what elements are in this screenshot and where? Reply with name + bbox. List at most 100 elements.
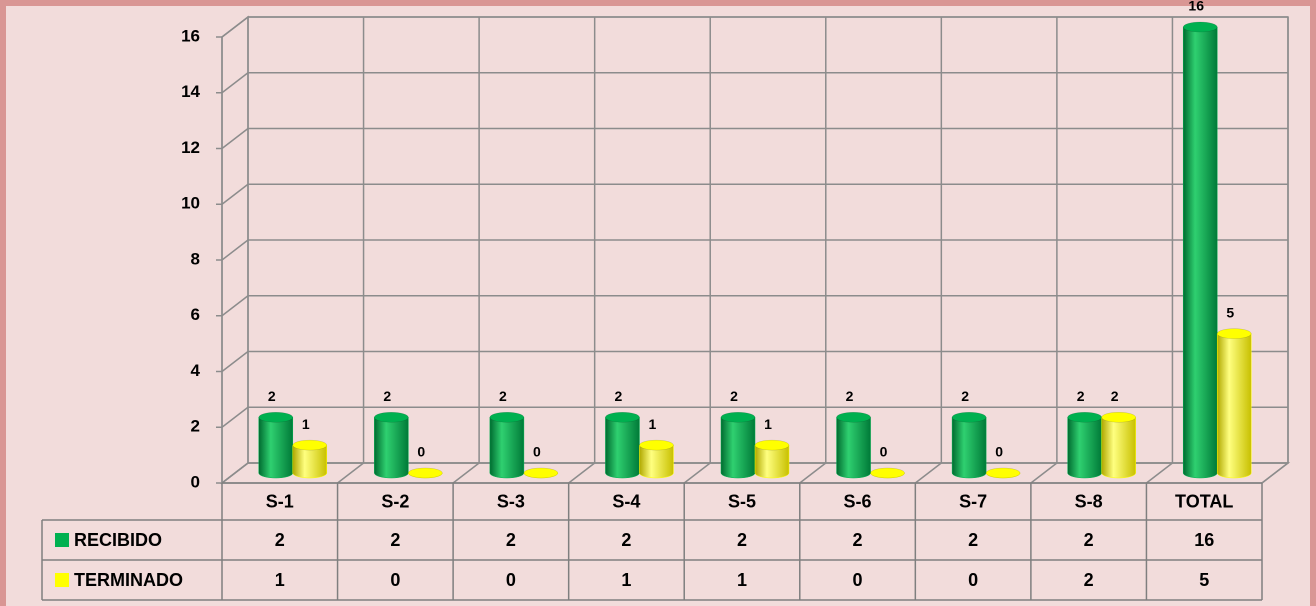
grid-line (221, 127, 249, 150)
x-tick-label: S-6 (844, 491, 872, 511)
bar-top (605, 412, 640, 423)
data-label: 16 (1188, 0, 1204, 14)
x-tick-label: S-8 (1075, 491, 1103, 511)
data-label: 2 (1111, 388, 1119, 404)
bar-top (870, 467, 905, 479)
bar-top (985, 467, 1021, 479)
bar-top (1216, 328, 1252, 339)
data-label: 2 (846, 388, 854, 404)
bar (1216, 333, 1252, 479)
data-label: 0 (995, 444, 1003, 460)
plot-background (6, 6, 1310, 606)
table-value: 2 (1084, 570, 1094, 590)
data-label: 1 (649, 416, 657, 432)
bar (489, 417, 525, 479)
floor-line (1030, 462, 1058, 484)
x-tick-label: TOTAL (1175, 491, 1233, 511)
table-value: 0 (390, 570, 400, 590)
data-label: 0 (417, 444, 425, 460)
table-value: 2 (275, 530, 285, 550)
data-label: 2 (383, 388, 391, 404)
grid-line (221, 462, 249, 484)
grid-line (221, 350, 249, 373)
y-tick-label: 10 (181, 194, 200, 213)
data-label: 0 (533, 444, 541, 460)
x-tick-label: S-5 (728, 491, 756, 511)
legend-key (55, 533, 69, 547)
data-label: 2 (730, 388, 738, 404)
legend-label: RECIBIDO (74, 530, 162, 550)
bar-top (1182, 21, 1218, 33)
floor-line (914, 462, 942, 484)
floor-line (683, 462, 711, 484)
data-label: 2 (499, 388, 507, 404)
bar (1182, 26, 1218, 479)
bar (639, 444, 674, 479)
data-label: 5 (1226, 304, 1234, 320)
table-value: 1 (737, 570, 747, 590)
grid-line (221, 183, 249, 205)
bar-top (523, 467, 559, 479)
grid-line (221, 239, 249, 261)
y-tick-label: 4 (191, 361, 201, 380)
table-value: 1 (621, 570, 631, 590)
bar-top (408, 467, 443, 479)
y-tick-label: 14 (181, 82, 200, 101)
grid-line (221, 72, 249, 94)
table-value: 0 (506, 570, 516, 590)
x-tick-label: S-7 (959, 491, 987, 511)
table-value: 2 (506, 530, 516, 550)
data-label: 2 (615, 388, 623, 404)
bar-top (292, 439, 328, 451)
bar (720, 417, 756, 479)
floor-line (337, 462, 365, 484)
table-value: 2 (1084, 530, 1094, 550)
table-value: 1 (275, 570, 285, 590)
legend-key (55, 573, 69, 587)
data-table: S-1 2 1 S-2 2 0 S-3 2 0 S-4 2 1 S-5 2 1 S-6 2 0 S-7 2 0 S-8 2 2… (41, 482, 1263, 601)
bar (374, 417, 409, 479)
bar-top (489, 412, 525, 423)
table-value: 2 (853, 530, 863, 550)
grid-line (221, 16, 249, 38)
data-label: 1 (302, 416, 310, 432)
y-tick-label: 16 (181, 26, 200, 45)
y-tick-label: 8 (191, 249, 200, 268)
table-value: 2 (737, 530, 747, 550)
bar (292, 444, 328, 479)
y-tick-label: 0 (191, 472, 200, 491)
bar-top (836, 412, 871, 423)
bar-top (1101, 412, 1136, 423)
floor-line (1145, 462, 1173, 484)
floor-line (1261, 462, 1289, 484)
table-value: 2 (968, 530, 978, 550)
floor-line (568, 462, 596, 484)
bar-top (720, 412, 756, 423)
table-value: 0 (968, 570, 978, 590)
bar-top (374, 412, 409, 423)
bar (754, 444, 790, 479)
x-tick-label: S-1 (266, 491, 294, 511)
data-label: 2 (1077, 388, 1085, 404)
table-value: 5 (1199, 570, 1209, 590)
data-label: 1 (764, 416, 772, 432)
floor-line (452, 462, 480, 484)
table-value: 16 (1194, 530, 1214, 550)
bar (1067, 417, 1102, 479)
bar-top (754, 439, 790, 451)
x-tick-label: S-2 (381, 491, 409, 511)
bar (258, 417, 294, 479)
bar-top (951, 412, 987, 423)
bar (951, 417, 987, 479)
floor-line (799, 462, 827, 484)
bar-top (258, 412, 294, 423)
y-tick-label: 2 (191, 417, 200, 436)
grid-line (221, 295, 249, 317)
bar-top (639, 439, 674, 451)
x-tick-label: S-4 (612, 491, 640, 511)
y-tick-label: 12 (181, 138, 200, 157)
x-tick-label: S-3 (497, 491, 525, 511)
y-tick-label: 6 (191, 305, 200, 324)
table-value: 2 (621, 530, 631, 550)
